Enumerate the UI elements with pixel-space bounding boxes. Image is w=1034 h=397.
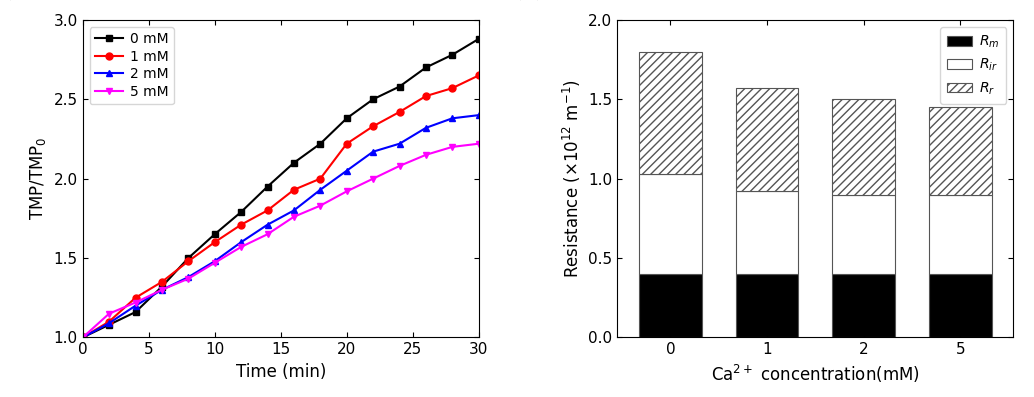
2 mM — [420, 125, 432, 130]
2 mM — [209, 259, 221, 264]
5 mM — [473, 141, 485, 146]
Bar — [832, 274, 895, 337]
Line: 5 mM: 5 mM — [80, 140, 482, 341]
1 mM — [420, 94, 432, 98]
0 mM — [262, 184, 274, 189]
Legend: 0 mM, 1 mM, 2 mM, 5 mM: 0 mM, 1 mM, 2 mM, 5 mM — [90, 27, 175, 104]
Bar — [929, 107, 992, 195]
0 mM — [340, 116, 353, 121]
2 mM — [77, 335, 89, 340]
1 mM — [77, 335, 89, 340]
5 mM — [77, 335, 89, 340]
5 mM — [314, 203, 327, 208]
Y-axis label: TMP/TMP$_0$: TMP/TMP$_0$ — [28, 137, 48, 220]
Bar — [735, 191, 798, 274]
0 mM — [367, 97, 379, 102]
1 mM — [367, 124, 379, 129]
0 mM — [473, 37, 485, 41]
2 mM — [314, 187, 327, 192]
Bar — [735, 274, 798, 337]
0 mM — [235, 210, 247, 214]
1 mM — [235, 222, 247, 227]
0 mM — [393, 84, 405, 89]
2 mM — [287, 208, 300, 213]
1 mM — [129, 295, 142, 300]
Line: 2 mM: 2 mM — [80, 112, 482, 341]
0 mM — [446, 52, 458, 57]
1 mM — [287, 187, 300, 192]
Bar — [832, 99, 895, 195]
Bar — [639, 274, 702, 337]
2 mM — [340, 168, 353, 173]
2 mM — [393, 141, 405, 146]
0 mM — [156, 284, 169, 289]
Y-axis label: Resistance (×10$^{12}$ m$^{-1}$): Resistance (×10$^{12}$ m$^{-1}$) — [560, 79, 583, 278]
Bar — [929, 195, 992, 274]
X-axis label: Time (min): Time (min) — [236, 363, 326, 381]
X-axis label: Ca$^{2+}$ concentration(mM): Ca$^{2+}$ concentration(mM) — [711, 363, 919, 385]
1 mM — [182, 259, 194, 264]
2 mM — [156, 287, 169, 292]
1 mM — [209, 240, 221, 245]
1 mM — [473, 73, 485, 78]
0 mM — [103, 322, 116, 327]
5 mM — [367, 176, 379, 181]
Bar — [929, 274, 992, 337]
0 mM — [77, 335, 89, 340]
Line: 1 mM: 1 mM — [80, 72, 482, 341]
Text: (b): (b) — [512, 0, 546, 1]
Bar — [735, 88, 798, 191]
5 mM — [287, 214, 300, 219]
1 mM — [103, 319, 116, 324]
Bar — [639, 174, 702, 274]
1 mM — [446, 86, 458, 91]
2 mM — [473, 113, 485, 118]
1 mM — [314, 176, 327, 181]
5 mM — [182, 276, 194, 281]
0 mM — [420, 65, 432, 70]
Legend: $R_m$, $R_{ir}$, $R_r$: $R_m$, $R_{ir}$, $R_r$ — [940, 27, 1006, 104]
5 mM — [235, 245, 247, 249]
Bar — [639, 52, 702, 174]
1 mM — [262, 208, 274, 213]
5 mM — [420, 152, 432, 157]
2 mM — [367, 149, 379, 154]
Line: 0 mM: 0 mM — [80, 35, 482, 341]
5 mM — [156, 287, 169, 292]
5 mM — [393, 164, 405, 168]
5 mM — [446, 145, 458, 149]
5 mM — [129, 300, 142, 305]
2 mM — [182, 275, 194, 279]
1 mM — [156, 279, 169, 284]
2 mM — [129, 303, 142, 308]
2 mM — [446, 116, 458, 121]
1 mM — [393, 110, 405, 114]
2 mM — [235, 240, 247, 245]
0 mM — [182, 256, 194, 260]
5 mM — [340, 189, 353, 194]
Bar — [832, 195, 895, 274]
5 mM — [209, 260, 221, 265]
2 mM — [103, 321, 116, 326]
5 mM — [262, 232, 274, 237]
2 mM — [262, 222, 274, 227]
1 mM — [340, 141, 353, 146]
0 mM — [209, 232, 221, 237]
0 mM — [129, 310, 142, 314]
5 mM — [103, 311, 116, 316]
0 mM — [287, 160, 300, 165]
0 mM — [314, 141, 327, 146]
Text: (a): (a) — [0, 0, 20, 1]
